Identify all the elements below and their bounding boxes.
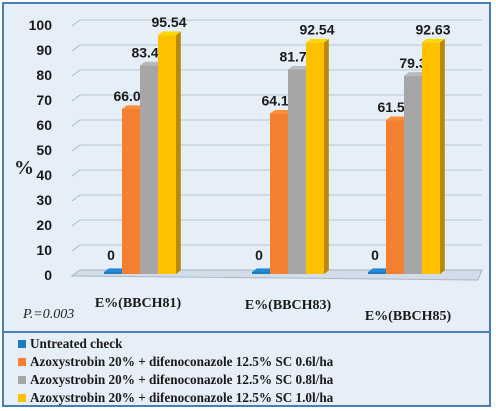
y-tick-label: 0 (44, 267, 52, 283)
y-tick-label: 40 (36, 167, 52, 183)
data-label: 92.63 (415, 21, 450, 37)
bar-top (404, 72, 427, 76)
y-tick-label: 30 (36, 192, 52, 208)
data-label: 95.54 (151, 14, 186, 30)
chart-frame: 0 10 20 30 40 50 60 70 80 90 100 0 66.01 83.47 95.54 E%… (2, 2, 491, 407)
data-label: 92.54 (299, 22, 334, 38)
legend-item-1-0: Azoxystrobin 20% + difenoconazole 12.5% … (18, 389, 333, 407)
bar-top (140, 61, 163, 66)
y-tick-label: 60 (36, 117, 52, 133)
x-tick-label: E%(BBCH85) (365, 309, 452, 324)
gridline-depth (71, 144, 81, 152)
bar-top (122, 105, 145, 109)
data-label: 79.3 (399, 55, 426, 71)
data-label: 83.47 (131, 44, 166, 60)
legend-item-0-6: Azoxystrobin 20% + difenoconazole 12.5% … (18, 353, 333, 371)
legend-label: Azoxystrobin 20% + difenoconazole 12.5% … (30, 390, 334, 405)
data-label: 61.54 (377, 99, 412, 115)
data-label: 64.18 (261, 93, 296, 109)
y-tick-label: 50 (36, 142, 52, 158)
bar (404, 75, 422, 274)
gridline-depth (71, 94, 81, 102)
data-label: 0 (255, 247, 263, 263)
bar (288, 69, 306, 274)
y-tick-label: 10 (36, 242, 52, 258)
data-label: 0 (371, 247, 379, 263)
legend-swatch (18, 340, 26, 348)
gridline-depth (71, 19, 81, 27)
y-tick-label: 70 (36, 92, 52, 108)
bar-top (422, 38, 445, 43)
bar-side (176, 31, 181, 274)
bar (386, 120, 404, 275)
bar-top (158, 31, 181, 36)
legend-swatch (18, 376, 26, 384)
bar-side (324, 39, 329, 274)
bar (252, 272, 270, 274)
legend-label: Azoxystrobin 20% + difenoconazole 12.5% … (30, 372, 334, 387)
gridline-depth (71, 69, 81, 77)
bar-top (386, 116, 409, 121)
bar (140, 65, 158, 274)
bar-top (288, 65, 311, 70)
bar-side (440, 38, 445, 275)
bar-top (368, 268, 391, 272)
legend-item-untreated: Untreated check (18, 335, 333, 353)
bar (422, 42, 440, 274)
gridline-depth (71, 194, 81, 202)
x-tick-label: E%(BBCH81) (95, 296, 182, 311)
legend-swatch (18, 394, 26, 402)
legend: Untreated check Azoxystrobin 20% + difen… (18, 335, 333, 407)
bar (306, 42, 324, 275)
legend-item-0-8: Azoxystrobin 20% + difenoconazole 12.5% … (18, 371, 333, 389)
bar (104, 272, 122, 274)
bar (270, 113, 288, 274)
bar-top (252, 268, 275, 272)
gridline-depth (71, 244, 81, 252)
bar-top (270, 109, 293, 114)
bar-top (306, 39, 329, 43)
gridline-depth (71, 44, 81, 52)
bar-top (104, 268, 127, 272)
legend-label: Untreated check (30, 336, 123, 351)
bar-chart: 0 10 20 30 40 50 60 70 80 90 100 0 66.01 83.47 95.54 E%… (29, 14, 483, 324)
y-tick-label: 100 (29, 17, 53, 33)
y-axis-label: % (14, 157, 34, 179)
gridline-depth (71, 119, 81, 127)
p-value-annotation: P.=0.003 (23, 307, 75, 322)
y-tick-label: 20 (36, 217, 52, 233)
gridline-depth (71, 219, 81, 227)
bar (368, 272, 386, 274)
bar (158, 35, 176, 275)
gridline-depth (71, 169, 81, 177)
x-tick-label: E%(BBCH83) (245, 298, 332, 313)
legend-swatch (18, 358, 26, 366)
y-tick-label: 80 (36, 67, 52, 83)
data-label: 0 (107, 247, 115, 263)
y-tick-label: 90 (36, 42, 52, 58)
data-label: 81.77 (279, 49, 314, 65)
data-label: 66.01 (113, 88, 148, 104)
bar (122, 108, 140, 274)
legend-label: Azoxystrobin 20% + difenoconazole 12.5% … (30, 354, 334, 369)
legend-divider (4, 331, 489, 333)
